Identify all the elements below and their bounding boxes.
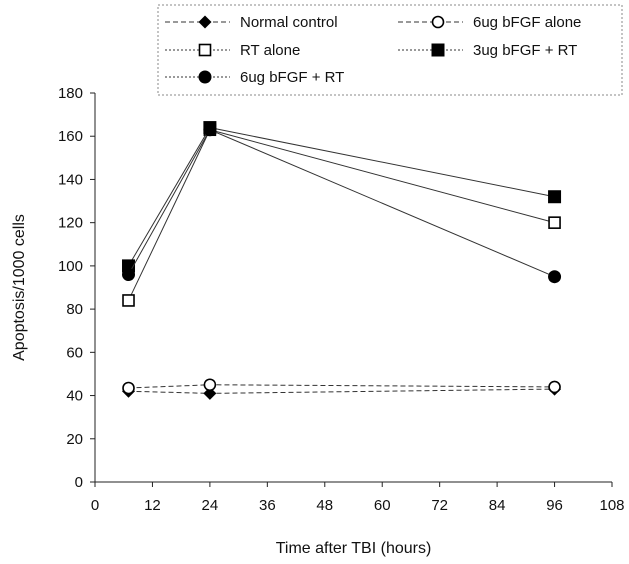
data-point bbox=[122, 381, 135, 395]
legend-marker bbox=[198, 15, 212, 29]
data-point bbox=[548, 190, 562, 204]
series-line bbox=[128, 127, 555, 267]
legend-marker bbox=[198, 43, 212, 57]
y-tick-label: 180 bbox=[58, 85, 83, 102]
series-1 bbox=[122, 378, 561, 395]
series-line bbox=[128, 384, 555, 389]
x-tick-label: 24 bbox=[202, 497, 219, 514]
legend-marker bbox=[431, 15, 445, 29]
y-tick-label: 140 bbox=[58, 171, 83, 188]
x-tick-label: 72 bbox=[431, 497, 448, 514]
series-line bbox=[128, 388, 555, 394]
x-tick-label: 0 bbox=[91, 497, 99, 514]
x-tick-label: 36 bbox=[259, 497, 276, 514]
x-tick-label: 108 bbox=[599, 497, 624, 514]
y-tick-label: 100 bbox=[58, 258, 83, 275]
legend-label: 6ug bFGF + RT bbox=[240, 69, 344, 86]
x-axis-title: Time after TBI (hours) bbox=[276, 540, 432, 557]
legend-box bbox=[157, 4, 623, 96]
x-tick-label: 84 bbox=[489, 497, 506, 514]
y-tick-label: 40 bbox=[66, 388, 83, 405]
x-tick-label: 60 bbox=[374, 497, 391, 514]
legend-label: 3ug bFGF + RT bbox=[473, 42, 577, 59]
x-tick-label: 12 bbox=[144, 497, 161, 514]
legend-marker bbox=[431, 43, 445, 57]
series-3 bbox=[122, 121, 562, 273]
legend-label: Normal control bbox=[240, 14, 338, 31]
legend: Normal control 6ug bFGF alone RT alone 3ug … bbox=[157, 4, 623, 96]
series-group bbox=[122, 121, 562, 400]
data-point bbox=[122, 268, 136, 282]
legend-marker bbox=[198, 70, 212, 84]
data-point bbox=[548, 270, 562, 284]
data-point bbox=[203, 378, 217, 392]
data-point bbox=[548, 380, 561, 394]
y-axis-title: Apoptosis/1000 cells bbox=[11, 214, 28, 361]
series-line bbox=[128, 129, 555, 278]
y-tick-label: 80 bbox=[66, 301, 83, 318]
x-tick-label: 96 bbox=[546, 497, 563, 514]
y-tick-label: 0 bbox=[75, 474, 83, 491]
data-point bbox=[122, 294, 135, 307]
series-2 bbox=[122, 123, 561, 307]
y-tick-label: 60 bbox=[66, 344, 83, 361]
series-4 bbox=[122, 123, 562, 284]
data-point bbox=[548, 216, 561, 229]
y-tick-label: 120 bbox=[58, 215, 83, 232]
legend-label: RT alone bbox=[240, 42, 300, 59]
axes: 0 20 40 60 80 100 120 140 160 180 0 12 24 36 48 60 72 84 9… bbox=[58, 85, 625, 514]
y-tick-label: 20 bbox=[66, 431, 83, 448]
legend-label: 6ug bFGF alone bbox=[473, 14, 581, 31]
y-tick-label: 160 bbox=[58, 128, 83, 145]
x-tick-label: 48 bbox=[316, 497, 333, 514]
series-line bbox=[128, 129, 555, 301]
data-point bbox=[203, 123, 217, 137]
